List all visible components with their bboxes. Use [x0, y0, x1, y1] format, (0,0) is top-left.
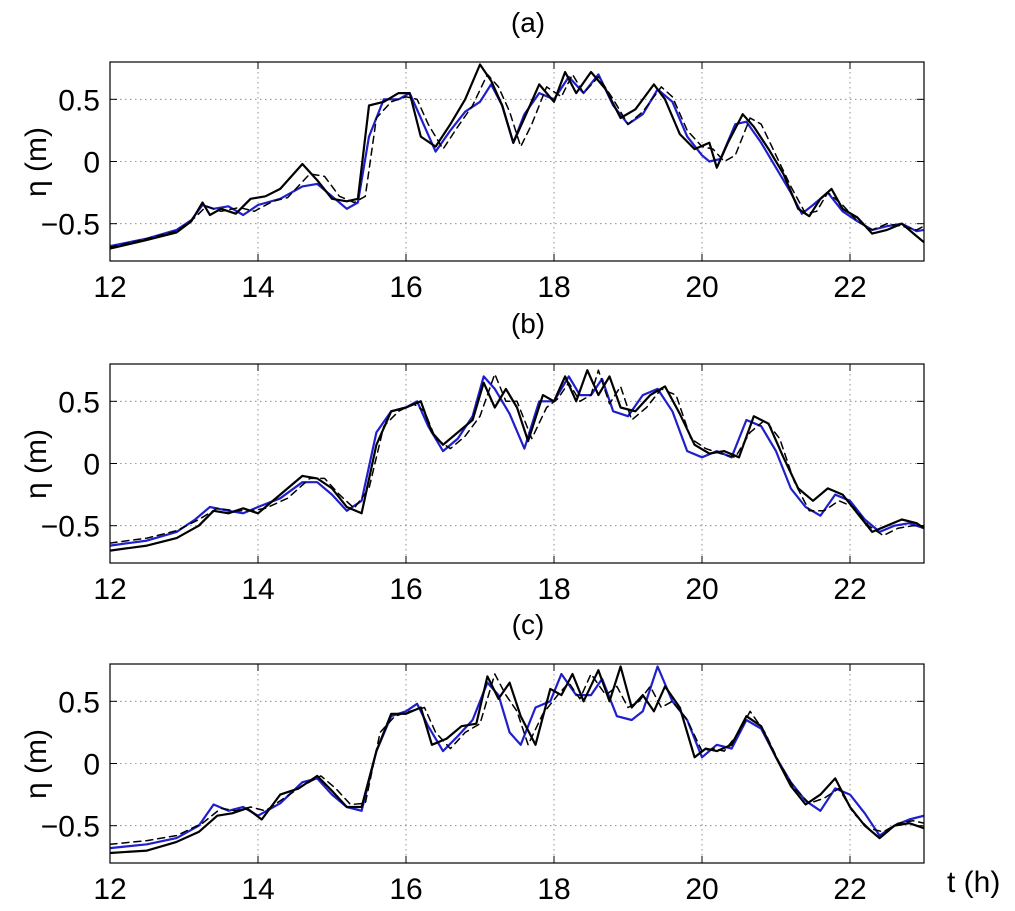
y-tick-label: 0.5	[58, 386, 100, 419]
panel-c: (c) η (m) 12 14 16 18 20 22 −0.5 0 0.5	[20, 609, 925, 906]
series-line-1	[110, 665, 924, 850]
y-axis-label: η (m)	[20, 429, 53, 499]
x-tick-label: 22	[833, 271, 866, 304]
x-tick-label: 18	[537, 873, 570, 906]
y-tick-label: −0.5	[41, 811, 100, 844]
y-tick-label: 0.5	[58, 686, 100, 719]
y-axis-label: η (m)	[20, 127, 53, 197]
axes-box	[109, 663, 925, 864]
x-tick-label: 12	[93, 573, 126, 606]
axes-box	[109, 61, 925, 262]
x-tick-label: 12	[93, 873, 126, 906]
panel-title: (b)	[511, 308, 545, 339]
series-line-2	[110, 369, 924, 552]
y-tick-label: −0.5	[41, 511, 100, 544]
axes-box	[109, 363, 925, 564]
series-line-2	[110, 63, 924, 250]
x-tick-label: 14	[241, 573, 274, 606]
x-tick-label: 20	[685, 873, 718, 906]
x-tick-label: 16	[389, 271, 422, 304]
panel-b: (b) η (m) 12 14 16 18 20 22 −0.5 0 0.5	[20, 308, 925, 606]
x-tick-label: 16	[389, 573, 422, 606]
y-axis-label: η (m)	[20, 729, 53, 799]
x-tick-label: 20	[685, 573, 718, 606]
x-axis-label: t (h)	[947, 866, 1000, 899]
x-tick-label: 16	[389, 873, 422, 906]
x-tick-label: 18	[537, 573, 570, 606]
series-line-2	[110, 665, 924, 855]
series-line-1	[110, 375, 924, 547]
series-line-3	[110, 673, 924, 846]
series-line-3	[110, 73, 924, 249]
x-tick-label: 18	[537, 271, 570, 304]
panel-title: (a)	[511, 7, 545, 38]
x-tick-label: 22	[833, 573, 866, 606]
x-tick-label: 22	[833, 873, 866, 906]
panel-a: (a) η (m) 12 14 16 18 20 22 −0.5 0 0.5	[20, 7, 925, 304]
x-tick-label: 12	[93, 271, 126, 304]
series-line-3	[110, 369, 924, 544]
x-tick-label: 14	[241, 873, 274, 906]
y-tick-label: 0	[83, 147, 100, 180]
panel-title: (c)	[512, 609, 545, 640]
series-line-1	[110, 73, 924, 248]
x-tick-label: 14	[241, 271, 274, 304]
y-tick-label: 0	[83, 749, 100, 782]
y-tick-label: −0.5	[41, 209, 100, 242]
y-tick-label: 0.5	[58, 84, 100, 117]
y-tick-label: 0	[83, 449, 100, 482]
x-tick-label: 20	[685, 271, 718, 304]
